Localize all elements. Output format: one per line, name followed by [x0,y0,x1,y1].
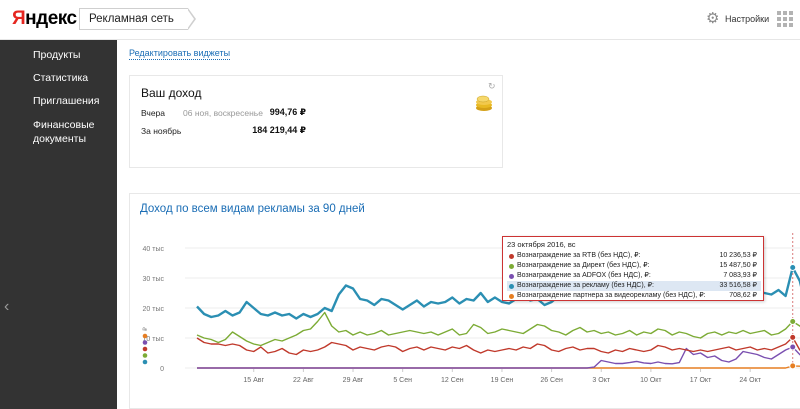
y-tick-label: 30 тыс [143,276,165,283]
income-widget: Ваш доход Вчера 06 ноя, воскресенье 994,… [129,75,503,168]
x-tick-label: 12 Сен [441,377,464,384]
logo-rest: ндекс [25,8,77,29]
income-month-value: 184 219,44 ₽ [252,125,306,135]
tooltip-series-value: 15 487,50 ₽ [719,262,757,269]
service-tab-label: Рекламная сеть [89,13,174,25]
chart-title: Доход по всем видам рекламы за 90 дней [140,203,365,215]
income-month-label: За ноябрь [141,126,182,136]
series-dot-icon [509,254,514,259]
gear-icon: ⚙ [706,10,720,27]
series-toggle-dot [142,359,148,365]
x-tick-label: 24 Окт [739,377,761,384]
highlight-point [789,264,797,271]
series-toggle-dot [142,340,148,345]
tooltip-series-value: 10 236,53 ₽ [719,252,757,259]
tooltip-series-name: Вознаграждение за Директ (без НДС), ₽: [517,262,650,269]
income-yesterday-date: 06 ноя, воскресенье [183,108,263,118]
series-dot-icon [509,274,514,279]
refresh-icon[interactable]: ↻ [488,81,496,91]
x-tick-label: 19 Сен [491,377,514,384]
sidebar: Продукты Статистика Приглашения Финансов… [0,40,117,409]
series-dot-icon [509,264,514,269]
x-tick-label: 26 Сен [540,377,563,384]
y-tick-label: 10 тыс [143,336,165,343]
series-line [197,346,800,369]
x-tick-label: 17 Окт [690,377,712,384]
x-tick-label: 3 Окт [592,377,610,384]
tooltip-series-value: 7 083,93 ₽ [723,272,757,279]
edit-widgets-link[interactable]: Редактировать виджеты [129,48,231,60]
tab-arrow-shape [186,8,196,30]
series-line [196,336,800,356]
series-dot-icon [509,294,514,299]
apps-grid-icon[interactable] [777,11,793,27]
revenue-line-chart[interactable]: 0 10 тыс 20 тыс 30 тыс 40 тыс ₽15 Авг 22 Авг 29… [129,193,800,409]
sidebar-item-statistics[interactable]: Статистика [33,72,89,84]
sidebar-item-invitations[interactable]: Приглашения [33,95,100,107]
tooltip-row-direct: Вознаграждение за Директ (без НДС), ₽: 1… [507,261,761,271]
logo-first-letter: Я [12,8,26,29]
chevron-left-icon[interactable]: ‹ [4,298,10,315]
x-tick-label: 29 Авг [343,377,364,384]
sidebar-item-financial-documents[interactable]: Финансовые документы [33,119,95,145]
tooltip-series-name: Вознаграждение за ADFOX (без НДС), ₽: [517,272,651,279]
tooltip-row-advertising: Вознаграждение за рекламу (без НДС), ₽: … [507,281,761,291]
top-header: Яндекс Рекламная сеть ⚙ Настройки [0,0,800,40]
x-tick-label: 10 Окт [640,377,662,384]
tooltip-row-video: Вознаграждение партнера за видеорекламу … [507,291,761,301]
series-line [196,311,800,347]
income-yesterday-label: Вчера [141,108,165,118]
highlight-point [789,343,797,351]
series-toggle-dot [142,333,148,339]
yandex-logo[interactable]: Яндекс [12,8,77,30]
series-dot-icon [509,284,514,289]
income-title: Ваш доход [141,86,202,100]
sidebar-item-products[interactable]: Продукты [33,49,81,61]
tooltip-series-name: Вознаграждение за рекламу (без НДС), ₽: [517,282,654,289]
service-tab[interactable]: Рекламная сеть [79,8,196,30]
currency-label: ₽ [142,327,149,331]
tooltip-series-name: Вознаграждение партнера за видеорекламу … [517,292,706,299]
x-tick-label: 22 Авг [293,377,314,384]
y-tick-label: 40 тыс [143,246,165,253]
tooltip-date: 23 октября 2016, вс [507,240,576,249]
y-tick-label: 20 тыс [143,306,165,313]
series-toggle-dot [142,346,148,352]
highlight-point [789,362,797,370]
y-tick-label: 0 [160,366,164,373]
tooltip-series-name: Вознаграждение за RTB (без НДС), ₽: [517,252,641,259]
coins-icon [476,95,492,111]
x-tick-label: 15 Авг [243,377,264,384]
series-toggle-dot [142,353,148,358]
tooltip-row-rtb: Вознаграждение за RTB (без НДС), ₽: 10 2… [507,251,761,261]
highlight-point [789,333,797,341]
settings-label: Настройки [725,14,770,24]
settings-button[interactable]: ⚙ Настройки [706,11,769,27]
tooltip-row-adfox: Вознаграждение за ADFOX (без НДС), ₽: 7 … [507,271,761,281]
tooltip-series-value: 33 516,58 ₽ [719,282,757,289]
x-tick-label: 5 Сен [393,377,412,384]
highlight-point [789,318,797,325]
income-yesterday-value: 994,76 ₽ [269,107,306,117]
chart-tooltip: 23 октября 2016, вс Вознаграждение за RT… [502,236,764,301]
tooltip-series-value: 708,62 ₽ [729,292,757,299]
